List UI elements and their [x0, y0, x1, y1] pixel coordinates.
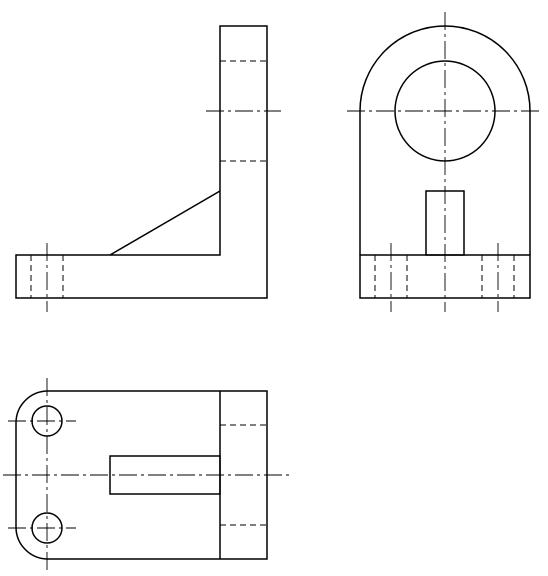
front-view-l-bracket-outline [15, 25, 268, 299]
top-view-base-outline [15, 390, 268, 560]
front-view-rib-edge [109, 190, 221, 256]
side-view [347, 12, 542, 312]
front-view [15, 25, 281, 312]
top-view [3, 378, 290, 572]
